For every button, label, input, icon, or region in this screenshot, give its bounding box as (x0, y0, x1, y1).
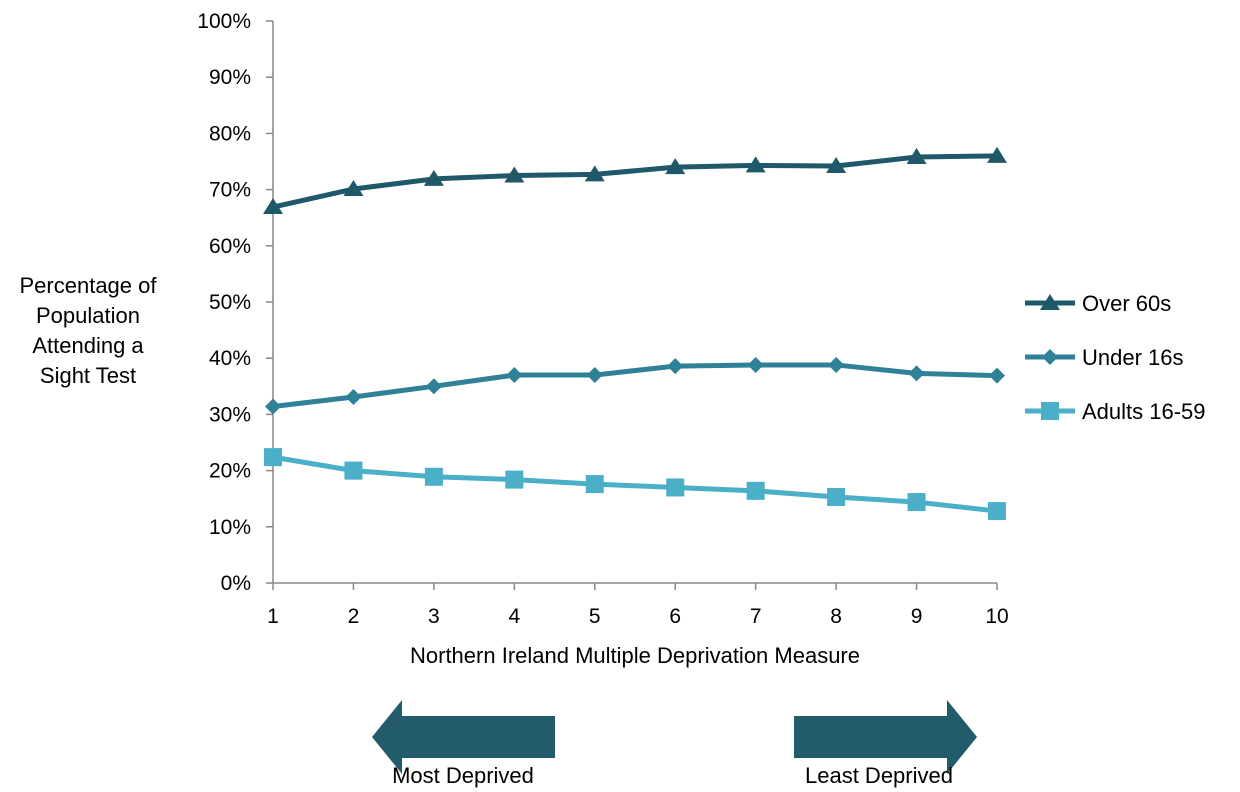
data-point (908, 365, 925, 382)
y-tick-label: 30% (209, 403, 251, 426)
data-point (343, 180, 364, 197)
data-point (264, 448, 282, 467)
y-axis-label-line: Attending a (32, 333, 144, 358)
legend-label: Over 60s (1082, 291, 1171, 316)
y-axis-ticks: 0% 10% 20% 30% 40% 50% 60% 70% 80% 90% 100% (197, 10, 273, 595)
data-point (505, 470, 524, 489)
data-point (988, 502, 1006, 521)
data-point (828, 356, 845, 373)
x-tick-label: 4 (508, 605, 520, 628)
y-axis-label-line: Population (36, 303, 140, 328)
y-tick-label: 20% (209, 460, 251, 483)
x-axis-ticks: 1 2 3 4 5 6 7 8 9 10 (267, 583, 1009, 628)
series-group (264, 448, 1006, 521)
series-group (265, 356, 1005, 415)
x-tick-label: 7 (750, 605, 762, 628)
y-axis-label-line: Sight Test (40, 363, 136, 388)
legend-item: Adults 16-59 (1025, 399, 1206, 424)
data-point (747, 356, 764, 373)
most-deprived-label: Most Deprived (392, 763, 534, 788)
series-line (270, 454, 1000, 514)
legend-marker (1042, 349, 1058, 365)
data-point (745, 156, 766, 173)
y-tick-label: 80% (209, 122, 251, 145)
data-point (424, 467, 443, 486)
data-point (263, 198, 283, 215)
y-tick-label: 100% (197, 10, 251, 33)
deprivation-arrows: Most Deprived Least Deprived (372, 700, 977, 788)
y-tick-label: 90% (209, 66, 251, 89)
data-point (506, 367, 523, 384)
y-tick-label: 0% (221, 572, 251, 595)
x-axis-label: Northern Ireland Multiple Deprivation Me… (410, 643, 860, 668)
left-arrow-icon (372, 700, 555, 774)
y-tick-label: 40% (209, 347, 251, 370)
x-tick-label: 9 (911, 605, 923, 628)
right-arrow-icon (794, 700, 977, 774)
x-tick-label: 6 (669, 605, 681, 628)
data-point (746, 481, 765, 500)
data-point (827, 488, 846, 507)
data-point (265, 398, 281, 415)
y-tick-label: 70% (209, 179, 251, 202)
series-line (270, 153, 1000, 210)
data-point (586, 367, 603, 384)
data-point (423, 169, 444, 186)
y-axis-label-line: Percentage of (20, 273, 158, 298)
data-point (666, 478, 685, 497)
x-tick-label: 1 (267, 605, 279, 628)
x-tick-label: 2 (348, 605, 360, 628)
data-point (425, 378, 442, 395)
data-point (584, 165, 605, 182)
x-tick-label: 8 (830, 605, 842, 628)
data-point (987, 146, 1007, 163)
legend-label: Adults 16-59 (1082, 399, 1206, 424)
data-point (665, 158, 686, 175)
legend-item: Over 60s (1025, 291, 1171, 316)
x-tick-label: 3 (428, 605, 440, 628)
y-tick-label: 60% (209, 235, 251, 258)
least-deprived-label: Least Deprived (805, 763, 953, 788)
data-point (989, 367, 1005, 384)
x-tick-label: 10 (985, 605, 1008, 628)
data-point (667, 358, 684, 375)
y-tick-label: 10% (209, 516, 251, 539)
data-point (585, 475, 604, 494)
data-point (826, 156, 847, 173)
y-tick-label: 50% (209, 291, 251, 314)
x-tick-label: 5 (589, 605, 601, 628)
data-point (344, 461, 363, 480)
series-line (270, 362, 1000, 410)
legend-marker (1041, 402, 1059, 420)
data-point (504, 166, 525, 183)
data-point (907, 493, 926, 512)
legend-marker (1040, 294, 1060, 310)
data-point (906, 148, 927, 165)
legend-item: Under 16s (1025, 345, 1184, 370)
series-layer (263, 146, 1007, 521)
legend-label: Under 16s (1082, 345, 1184, 370)
data-point (345, 388, 362, 405)
legend: Over 60s Under 16s Adults 16-59 (1025, 291, 1206, 424)
y-axis-label: Percentage of Population Attending a Sig… (20, 273, 158, 388)
series-group (263, 146, 1007, 215)
